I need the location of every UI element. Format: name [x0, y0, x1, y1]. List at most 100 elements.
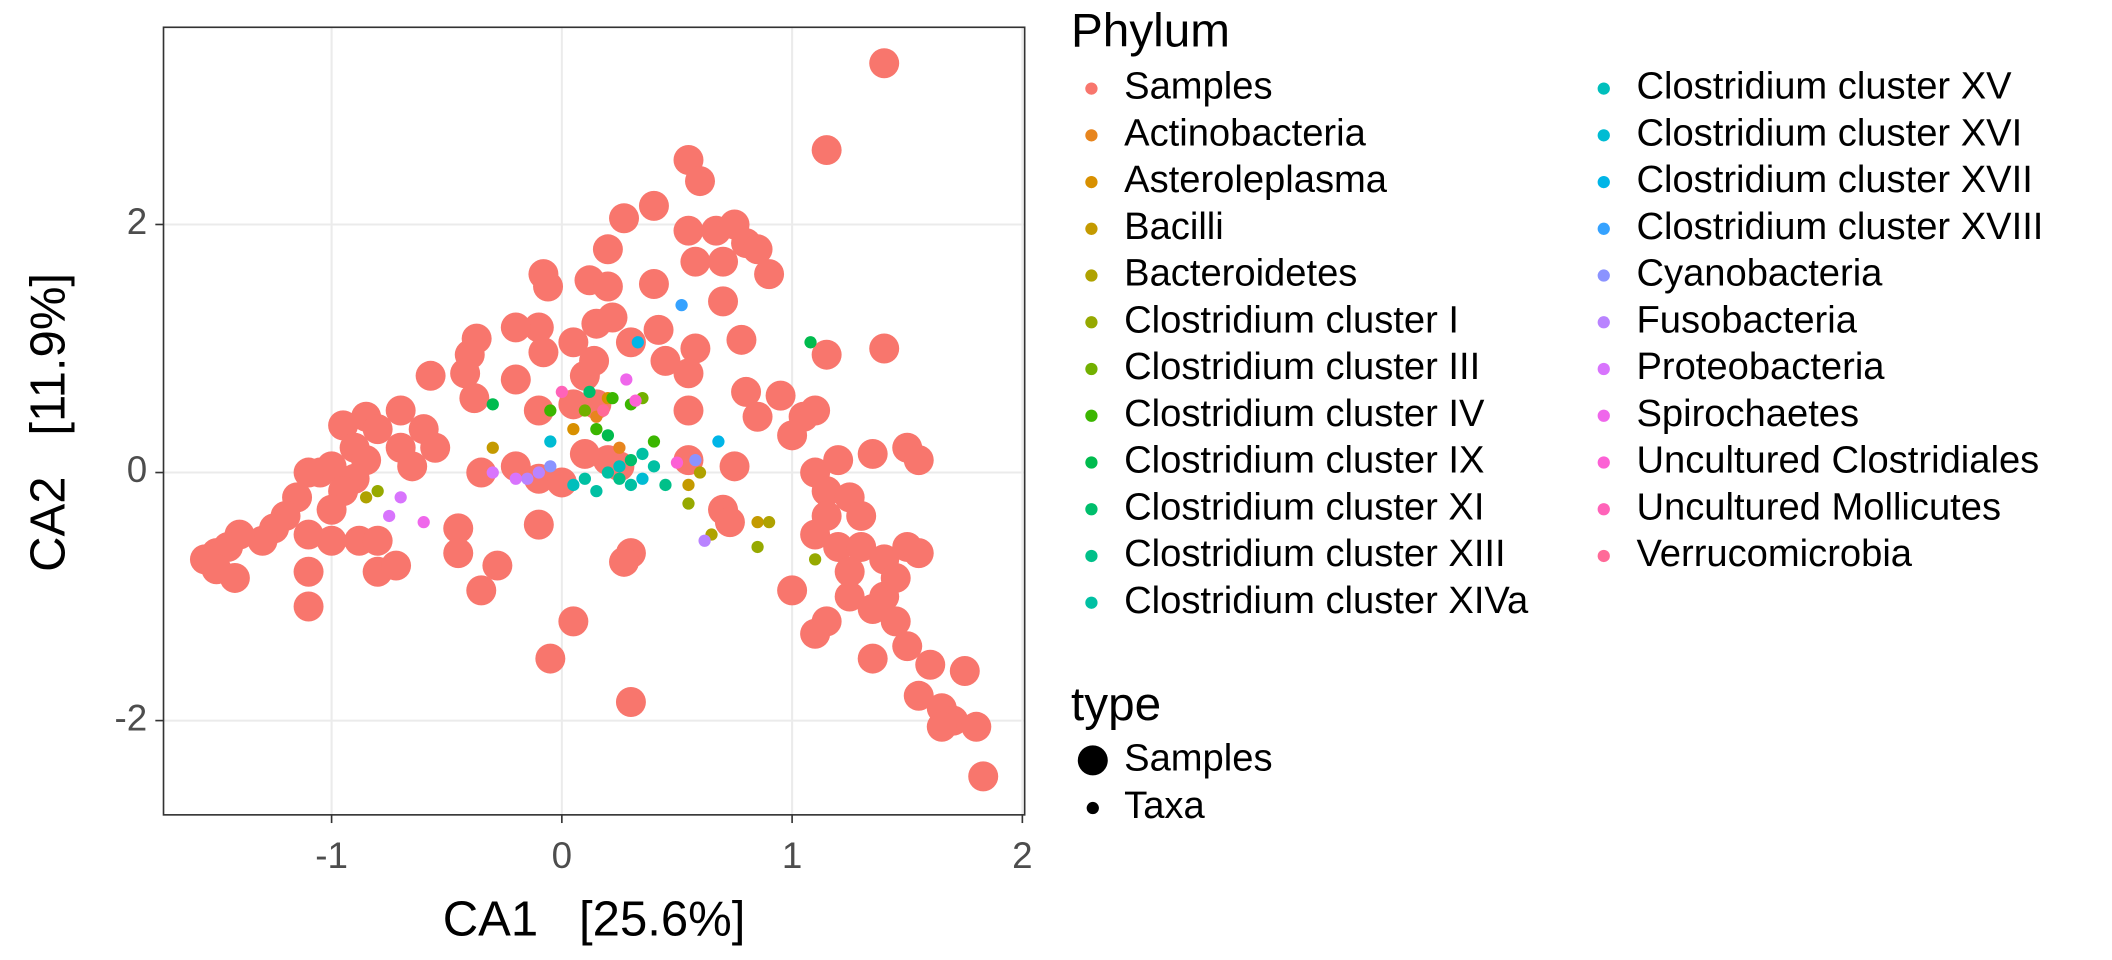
legend-label: Verrucomicrobia — [1636, 532, 1912, 575]
size-legend-label: Samples — [1124, 736, 1272, 779]
point — [486, 398, 499, 411]
point — [673, 395, 704, 426]
legend-key — [1597, 362, 1610, 376]
y-axis-title: CA2 [11.9%] — [22, 273, 76, 572]
legend-key — [1085, 316, 1098, 329]
point — [523, 312, 554, 343]
size-legend-title: type — [1071, 678, 1161, 731]
point — [609, 546, 640, 577]
legend-key — [1085, 596, 1098, 609]
point — [371, 485, 384, 498]
point — [581, 308, 612, 339]
legend-label: Clostridium cluster XIVa — [1124, 579, 1529, 622]
point — [698, 534, 711, 547]
point — [385, 395, 416, 426]
point — [689, 454, 702, 467]
legend-key — [1085, 269, 1098, 282]
point — [693, 466, 707, 479]
legend-key — [1597, 129, 1610, 142]
point — [293, 519, 324, 550]
point — [362, 525, 393, 556]
point — [673, 215, 704, 246]
point — [597, 404, 610, 417]
point — [629, 394, 642, 407]
x-axis-title: CA1 [25.6%] — [443, 892, 746, 946]
point — [528, 337, 559, 368]
point — [682, 497, 695, 510]
point — [777, 420, 808, 451]
point — [708, 246, 739, 277]
legend-key — [1085, 409, 1098, 422]
point — [762, 516, 776, 529]
x-tick-label: 2 — [1012, 835, 1032, 876]
point — [450, 358, 481, 389]
legend-label: Proteobacteria — [1636, 345, 1885, 388]
point — [811, 135, 842, 166]
point — [567, 422, 580, 436]
point — [673, 358, 704, 389]
point — [682, 478, 695, 492]
point — [624, 454, 638, 467]
point — [293, 556, 324, 587]
point — [592, 271, 623, 302]
point — [523, 463, 554, 494]
size-legend-key — [1077, 745, 1108, 776]
point — [685, 166, 715, 197]
point — [592, 234, 623, 265]
point — [219, 562, 250, 593]
point — [509, 472, 522, 485]
point — [590, 422, 603, 436]
point — [647, 460, 661, 473]
legend-label: Spirochaetes — [1636, 392, 1859, 435]
point — [903, 680, 934, 711]
points — [189, 48, 999, 792]
point — [613, 441, 626, 454]
x-tick-label: -1 — [315, 835, 348, 876]
point — [804, 336, 817, 349]
legend-key — [1597, 503, 1610, 516]
point — [846, 531, 877, 562]
x-tick-label: 0 — [552, 835, 572, 876]
point — [631, 336, 644, 349]
legend-key — [1597, 175, 1610, 189]
legend-key — [1085, 549, 1098, 563]
point — [857, 643, 888, 674]
point — [636, 472, 649, 485]
point — [846, 500, 877, 531]
point — [714, 507, 745, 538]
point — [961, 711, 992, 742]
point — [544, 404, 557, 417]
point — [615, 327, 646, 358]
point — [719, 451, 750, 482]
point — [293, 457, 324, 488]
point — [915, 649, 946, 680]
point — [500, 312, 531, 343]
legend-title: Phylum — [1071, 5, 1230, 58]
point — [869, 48, 900, 79]
legend-key — [1597, 409, 1610, 422]
point — [544, 435, 557, 448]
point — [811, 476, 842, 507]
y-tick-label: 0 — [127, 449, 147, 490]
point — [486, 441, 499, 454]
point — [834, 556, 865, 587]
point — [293, 591, 324, 622]
legend-label: Uncultured Clostridiales — [1636, 439, 2039, 482]
point — [567, 478, 580, 492]
point — [609, 203, 640, 234]
point — [555, 385, 568, 399]
legend-label: Clostridium cluster XI — [1124, 485, 1484, 528]
legend-label: Clostridium cluster XVI — [1636, 111, 2022, 154]
point — [482, 550, 513, 581]
point — [638, 190, 669, 221]
point — [606, 391, 619, 405]
point — [926, 711, 957, 742]
point — [613, 460, 626, 473]
point — [680, 246, 711, 277]
point — [417, 516, 430, 529]
legend-label: Bacteroidetes — [1124, 252, 1357, 295]
legend: SamplesActinobacteriaAsteroleplasmaBacil… — [1077, 65, 2043, 827]
point — [800, 519, 831, 550]
point — [643, 314, 674, 345]
point — [857, 593, 888, 624]
